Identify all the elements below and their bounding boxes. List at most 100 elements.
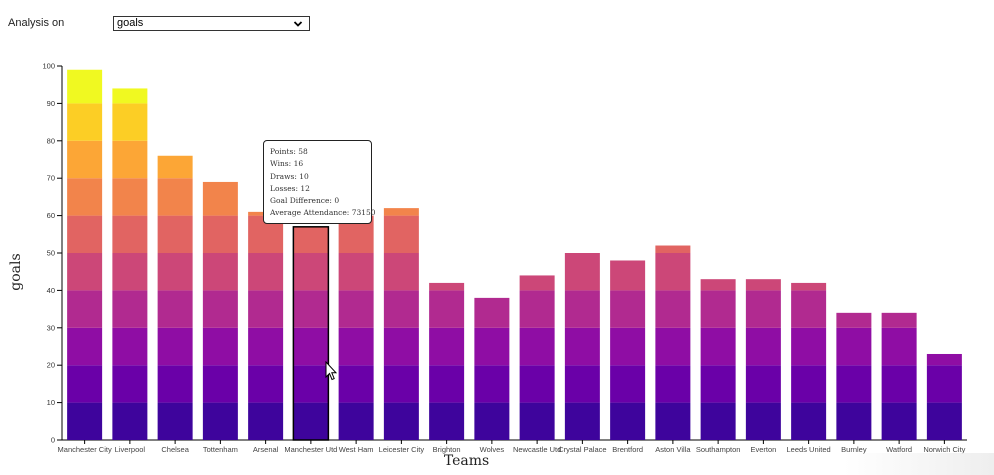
- bar-segment: [564, 327, 600, 366]
- y-tick-label: 50: [47, 249, 55, 258]
- bar-segment: [293, 253, 329, 291]
- analysis-select-value: goals: [117, 17, 144, 29]
- bar-segment: [836, 312, 872, 328]
- bar-segment: [383, 290, 419, 328]
- x-tick-label: Crystal Palace: [558, 445, 606, 454]
- bar-segment: [67, 365, 103, 403]
- bar-segment: [112, 402, 148, 440]
- tooltip-points: Points: 58: [270, 147, 308, 156]
- bar-segment: [202, 402, 238, 440]
- bar-segment: [700, 279, 736, 291]
- bar-segment: [610, 260, 646, 291]
- y-tick-label: 10: [47, 398, 55, 407]
- bar-segment: [519, 365, 555, 403]
- bar-segment: [791, 402, 827, 440]
- x-tick-label: Burnley: [841, 445, 867, 454]
- x-tick-label: Tottenham: [203, 445, 238, 454]
- tooltip-average-attendance: Average Attendance: 73150: [270, 208, 376, 218]
- bar-segment: [564, 290, 600, 328]
- bar-segment: [564, 402, 600, 440]
- team-tooltip: Points: 58 Wins: 16 Draws: 10 Losses: 12…: [263, 140, 376, 224]
- bar-segment: [202, 327, 238, 366]
- bar-segment: [157, 402, 193, 440]
- y-tick-label: 90: [47, 99, 55, 108]
- y-tick-label: 20: [47, 361, 55, 370]
- page-corner-shade: [844, 453, 994, 475]
- y-tick-label: 100: [42, 62, 55, 71]
- analysis-select[interactable]: goals: [113, 16, 310, 31]
- bar-segment: [881, 327, 917, 366]
- bar-segment: [67, 178, 103, 216]
- x-tick-label: Manchester City: [58, 445, 112, 454]
- bar-segment: [836, 327, 872, 366]
- bar-segment: [655, 402, 691, 440]
- bar-segment: [836, 365, 872, 403]
- bar-segment: [338, 253, 374, 291]
- y-tick-label: 40: [47, 286, 55, 295]
- x-tick-label: Brighton: [433, 445, 461, 454]
- bar-segment: [383, 402, 419, 440]
- x-tick-label: Brentford: [612, 445, 643, 454]
- bar-segment: [67, 290, 103, 328]
- bar-segment: [248, 365, 284, 403]
- y-tick-label: 60: [47, 211, 55, 220]
- bar-segment: [293, 226, 329, 253]
- x-tick-label: Wolves: [480, 445, 505, 454]
- bar-segment: [610, 365, 646, 403]
- bar-segment: [383, 365, 419, 403]
- bar-segment: [157, 155, 193, 179]
- bar-segment: [610, 402, 646, 440]
- bar-segment: [610, 290, 646, 328]
- bar-segment: [202, 181, 238, 216]
- bar-segment: [791, 327, 827, 366]
- bar-segment: [881, 365, 917, 403]
- bar-segment: [157, 365, 193, 403]
- bar-segment: [338, 365, 374, 403]
- bar-segment: [112, 327, 148, 366]
- mouse-pointer-icon: [325, 361, 337, 381]
- bar-segment: [926, 365, 962, 403]
- bar-segment: [700, 290, 736, 328]
- tooltip-losses: Losses: 12: [270, 183, 310, 193]
- x-tick-label: Chelsea: [161, 445, 189, 454]
- bar-segment: [248, 402, 284, 440]
- bar-segment: [429, 402, 465, 440]
- x-tick-label: Leeds United: [787, 445, 831, 454]
- bar-segment: [293, 365, 329, 403]
- bar-segment: [293, 402, 329, 440]
- bar-segment: [67, 327, 103, 366]
- bar-segment: [67, 140, 103, 179]
- x-tick-label: West Ham: [339, 445, 374, 454]
- bar-segment: [202, 365, 238, 403]
- y-tick-label: 80: [47, 136, 55, 145]
- x-tick-label: Newcastle Utd: [513, 445, 561, 454]
- bar-segment: [926, 402, 962, 440]
- bar-segment: [157, 178, 193, 216]
- bar-segment: [564, 365, 600, 403]
- x-axis-title: Teams: [444, 453, 489, 469]
- y-tick-label: 30: [47, 323, 55, 332]
- bar-segment: [157, 253, 193, 291]
- bar-segment: [248, 253, 284, 291]
- tooltip-draws: Draws: 10: [270, 171, 309, 181]
- bar-segment: [519, 402, 555, 440]
- bar-segment: [383, 215, 419, 253]
- bar-segment: [383, 253, 419, 291]
- bar-segment: [112, 88, 148, 104]
- bar-segment: [474, 402, 510, 440]
- bar-segment: [67, 215, 103, 253]
- bar-segment: [610, 327, 646, 366]
- bar-segment: [112, 103, 148, 141]
- bar-segment: [112, 178, 148, 216]
- bar-segment: [881, 312, 917, 328]
- bar-segment: [519, 275, 555, 291]
- bar-segment: [519, 290, 555, 328]
- bar-segment: [383, 327, 419, 366]
- bar-segment: [564, 253, 600, 291]
- y-axis-title: goals: [8, 253, 24, 290]
- bar-segment: [429, 365, 465, 403]
- bar-segment: [519, 327, 555, 366]
- bar-segment: [881, 402, 917, 440]
- bar-segment: [293, 290, 329, 328]
